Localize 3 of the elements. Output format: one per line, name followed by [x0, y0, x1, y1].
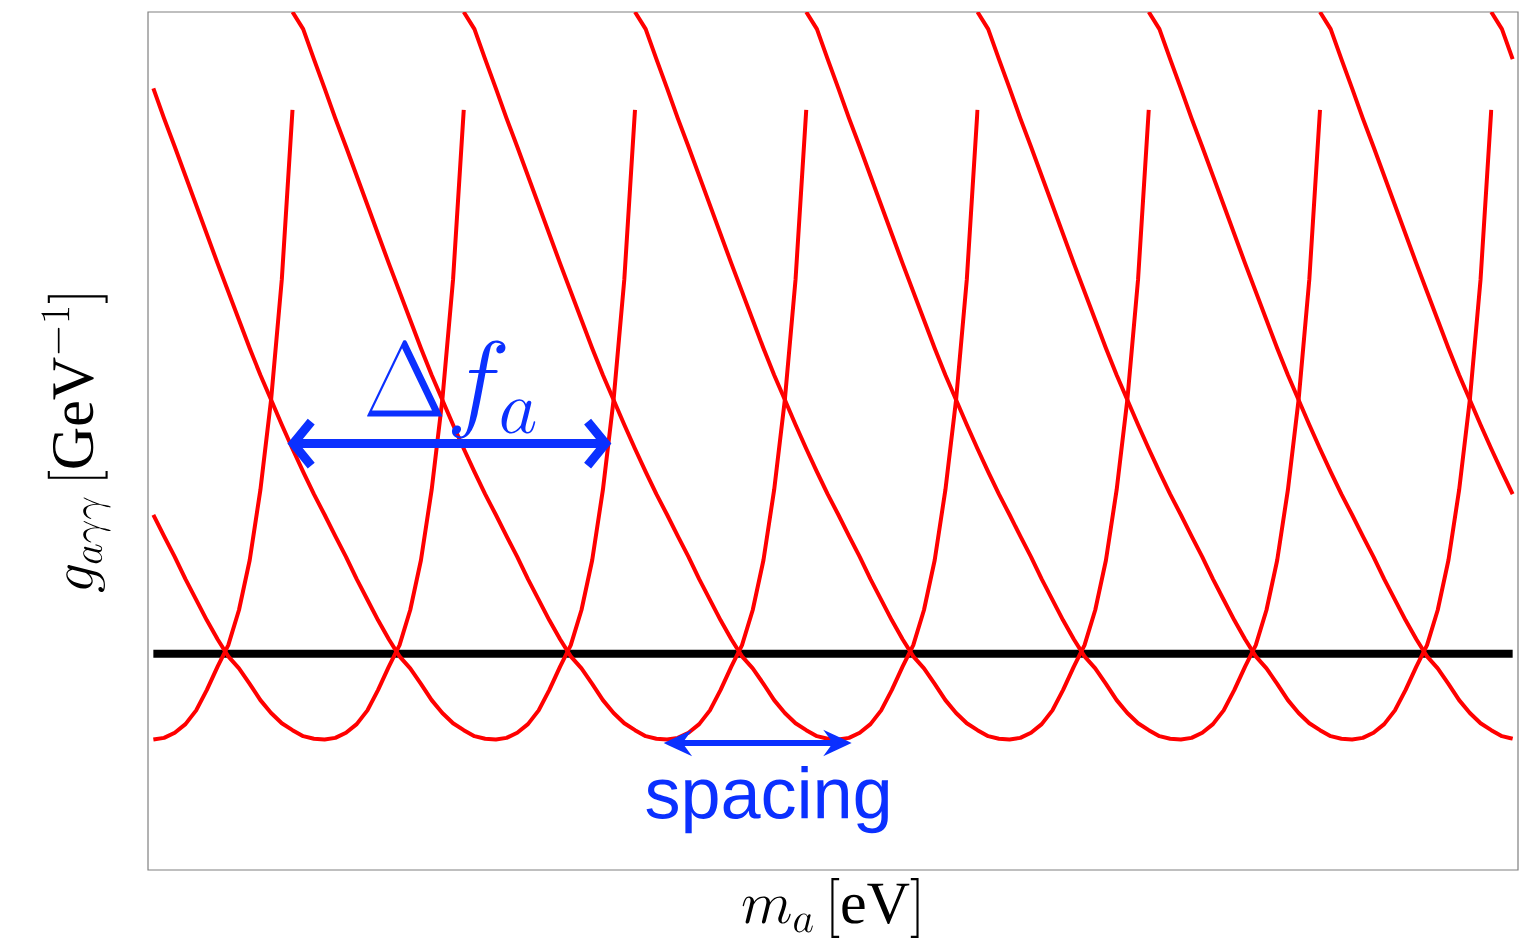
y-axis-title: $g_{a\gamma\gamma}\,[\mathrm{GeV}^{-1}]$	[41, 295, 111, 592]
x-axis-title: $m_a\,[\mathrm{eV}]$	[742, 878, 919, 938]
annotation: spacing	[646, 766, 888, 834]
